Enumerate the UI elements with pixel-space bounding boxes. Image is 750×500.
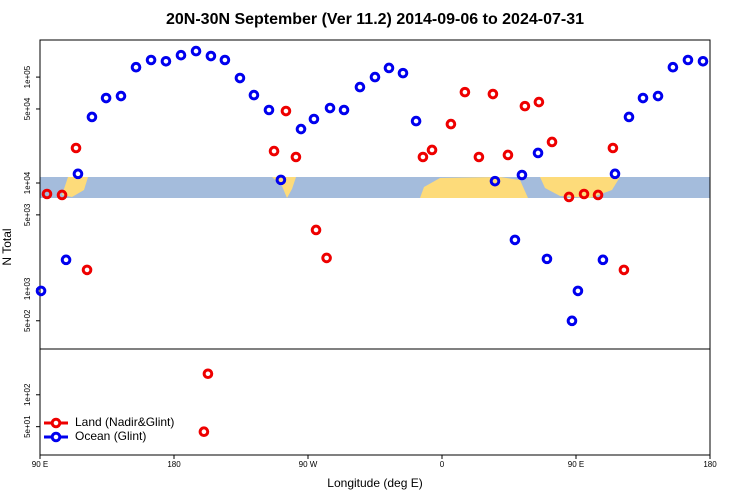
point (637, 92, 649, 104)
point (60, 254, 72, 266)
point (41, 188, 53, 200)
point (198, 426, 210, 438)
point (354, 81, 366, 93)
point (578, 188, 590, 200)
point (70, 142, 82, 154)
y-tick-label: 1e+02 (23, 383, 32, 406)
point (202, 368, 214, 380)
point (190, 45, 202, 57)
point (72, 168, 84, 180)
point (426, 144, 438, 156)
point (597, 254, 609, 266)
point (338, 104, 350, 116)
point (532, 147, 544, 159)
point (541, 253, 553, 265)
x-tick-label: 180 (703, 460, 717, 469)
point (268, 145, 280, 157)
point (145, 54, 157, 66)
y-tick-label: 1e+03 (23, 277, 32, 300)
point (682, 54, 694, 66)
point (81, 264, 93, 276)
bottom-panel-frame (39, 348, 711, 456)
point (516, 169, 528, 181)
y-tick-label: 5e+03 (23, 203, 32, 226)
point (459, 86, 471, 98)
point (502, 149, 514, 161)
point (205, 50, 217, 62)
x-tick-label: 0 (440, 460, 445, 469)
point (234, 72, 246, 84)
point (275, 174, 287, 186)
point (86, 111, 98, 123)
legend-label: Ocean (Glint) (75, 429, 146, 443)
point (519, 100, 531, 112)
point (263, 104, 275, 116)
point (308, 113, 320, 125)
point (609, 168, 621, 180)
point (35, 285, 47, 297)
point (533, 96, 545, 108)
legend-marker (50, 431, 62, 443)
point (563, 191, 575, 203)
y-tick-label: 5e+04 (23, 97, 32, 120)
point (618, 264, 630, 276)
y-tick-label: 1e+05 (23, 65, 32, 88)
point (115, 90, 127, 102)
point (417, 151, 429, 163)
point (572, 285, 584, 297)
point (445, 118, 457, 130)
point (383, 62, 395, 74)
point (56, 189, 68, 201)
x-tick-label: 90 E (32, 460, 48, 469)
point (290, 151, 302, 163)
point (473, 151, 485, 163)
point (487, 88, 499, 100)
map-strip (40, 177, 710, 198)
point (219, 54, 231, 66)
point (321, 252, 332, 264)
legend-label: Land (Nadir&Glint) (75, 415, 174, 429)
point (248, 89, 260, 101)
point (100, 92, 112, 104)
y-tick-label: 5e+01 (23, 415, 32, 438)
x-tick-label: 90 W (299, 460, 318, 469)
point (607, 142, 619, 154)
point (667, 61, 679, 73)
point (369, 71, 381, 83)
point (489, 175, 501, 187)
x-tick-label: 180 (167, 460, 181, 469)
point (410, 115, 422, 127)
point (160, 55, 172, 67)
point (310, 224, 322, 236)
point (652, 90, 664, 102)
point (546, 136, 558, 148)
legend-marker (50, 417, 62, 429)
point (697, 55, 709, 67)
y-tick-label: 1e+04 (23, 171, 32, 194)
point (509, 234, 521, 246)
point (280, 105, 292, 117)
point (175, 49, 187, 61)
point (397, 67, 409, 79)
point (623, 111, 635, 123)
x-tick-label: 90 E (568, 460, 584, 469)
x-axis-label: Longitude (deg E) (327, 476, 422, 490)
y-axis-label: N Total (0, 228, 14, 265)
point (295, 123, 307, 135)
point (566, 315, 578, 327)
point (324, 102, 336, 114)
point (592, 189, 604, 201)
chart-title: 20N-30N September (Ver 11.2) 2014-09-06 … (166, 11, 584, 28)
y-tick-label: 5e+02 (23, 309, 32, 332)
point (130, 61, 142, 73)
